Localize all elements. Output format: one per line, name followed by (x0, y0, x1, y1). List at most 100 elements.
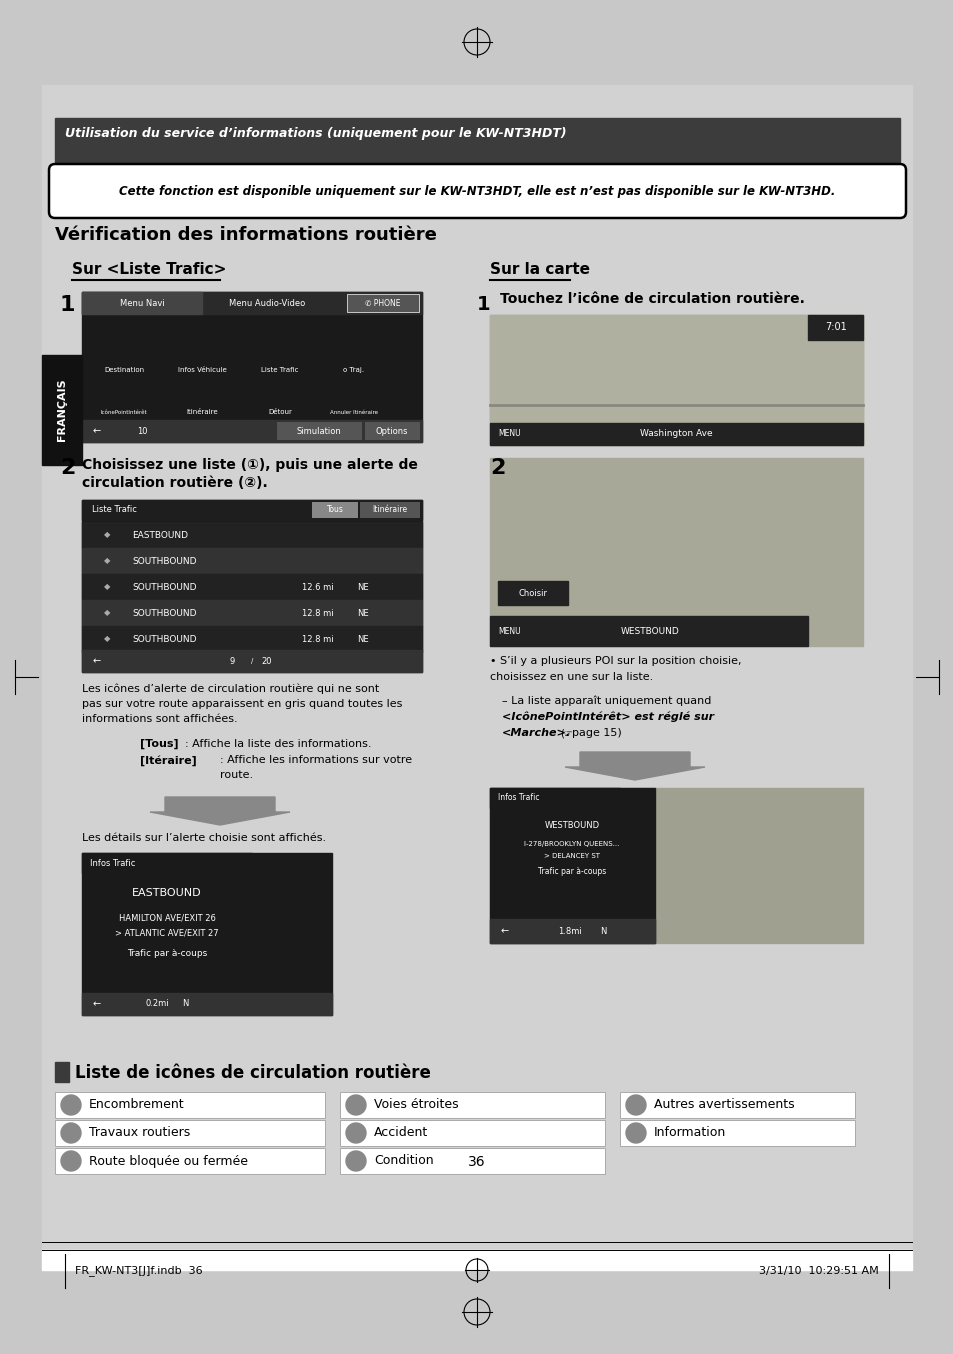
Text: Infos Trafic: Infos Trafic (497, 793, 539, 803)
Text: > DELANCEY ST: > DELANCEY ST (543, 853, 599, 858)
Text: Vérification des informations routière: Vérification des informations routière (55, 226, 436, 244)
Text: Encombrement: Encombrement (89, 1098, 185, 1112)
Bar (347, 294, 418, 311)
Text: WESTBOUND: WESTBOUND (544, 822, 598, 830)
Text: 1: 1 (60, 295, 75, 315)
Text: Simulation: Simulation (296, 427, 341, 436)
Text: <IcônePointIntérêt> est réglé sur: <IcônePointIntérêt> est réglé sur (501, 712, 714, 723)
Text: > ATLANTIC AVE/EXIT 27: > ATLANTIC AVE/EXIT 27 (115, 929, 218, 937)
Bar (82, 650, 421, 672)
Text: Options: Options (375, 427, 408, 436)
Text: Annuler Itinéraire: Annuler Itinéraire (330, 409, 377, 414)
Bar (339, 1120, 604, 1145)
Text: Liste de icônes de circulation routière: Liste de icônes de circulation routière (75, 1064, 431, 1082)
Text: ←: ← (92, 427, 101, 436)
Text: Route bloquée ou fermée: Route bloquée ou fermée (89, 1155, 248, 1167)
Text: 10: 10 (136, 427, 147, 436)
Text: informations sont affichées.: informations sont affichées. (82, 714, 237, 724)
Text: Infos Véhicule: Infos Véhicule (177, 367, 226, 372)
Bar (42, 1250, 911, 1270)
Circle shape (61, 1122, 81, 1143)
Text: N: N (599, 926, 606, 936)
Text: IcônePointIntérêt: IcônePointIntérêt (101, 409, 147, 414)
Text: 36: 36 (468, 1155, 485, 1169)
Bar (490, 315, 862, 445)
Bar (490, 315, 862, 445)
Text: Trafic par à-coups: Trafic par à-coups (537, 868, 605, 876)
Text: EASTBOUND: EASTBOUND (132, 531, 188, 539)
Text: NE: NE (356, 635, 368, 643)
Text: ◆: ◆ (104, 582, 111, 592)
Text: ◆: ◆ (104, 556, 111, 566)
Bar (82, 853, 332, 1016)
Text: Tous: Tous (326, 505, 343, 515)
Text: N: N (182, 999, 188, 1009)
FancyBboxPatch shape (49, 164, 905, 218)
Text: Voies étroites: Voies étroites (374, 1098, 458, 1112)
Text: ◆: ◆ (104, 635, 111, 643)
Text: • S’il y a plusieurs POI sur la position choisie,: • S’il y a plusieurs POI sur la position… (490, 655, 740, 666)
Text: ✆ PHONE: ✆ PHONE (365, 298, 400, 307)
Bar (55, 1120, 325, 1145)
Text: [Itéraire]: [Itéraire] (140, 756, 196, 766)
Text: Destination: Destination (104, 367, 144, 372)
Text: 20: 20 (261, 657, 272, 666)
Bar (339, 1148, 604, 1174)
Bar (619, 1091, 854, 1118)
Text: 1.8mi: 1.8mi (558, 926, 581, 936)
Text: Liste Trafic: Liste Trafic (261, 367, 298, 372)
Text: EASTBOUND: EASTBOUND (132, 888, 202, 898)
Bar (276, 422, 361, 440)
Text: : Affiche les informations sur votre: : Affiche les informations sur votre (220, 756, 412, 765)
Text: ◆: ◆ (104, 608, 111, 617)
Text: Autres avertissements: Autres avertissements (654, 1098, 794, 1112)
Bar (82, 523, 421, 548)
Polygon shape (564, 751, 704, 780)
Text: Les détails sur l’alerte choisie sont affichés.: Les détails sur l’alerte choisie sont af… (82, 833, 326, 844)
Text: 3/31/10  10:29:51 AM: 3/31/10 10:29:51 AM (759, 1266, 878, 1275)
Bar (312, 502, 357, 519)
Text: o Traj.: o Traj. (343, 367, 364, 372)
Text: FRANÇAIS: FRANÇAIS (57, 379, 67, 441)
Text: NE: NE (356, 608, 368, 617)
Bar (490, 788, 655, 942)
Bar (82, 992, 332, 1016)
Bar (82, 853, 252, 873)
Circle shape (625, 1095, 645, 1114)
Text: 12.6 mi: 12.6 mi (302, 582, 334, 592)
Bar (0, 1270, 953, 1354)
Bar (55, 118, 899, 162)
Bar (82, 548, 421, 574)
Text: 1: 1 (476, 295, 490, 314)
Text: Travaux routiers: Travaux routiers (89, 1127, 190, 1140)
Text: Choisir: Choisir (518, 589, 547, 597)
Bar (807, 315, 862, 340)
Text: /: / (251, 658, 253, 663)
Text: 0.2mi: 0.2mi (145, 999, 169, 1009)
Circle shape (346, 1122, 366, 1143)
Text: page 15): page 15) (572, 728, 621, 738)
Text: ←: ← (92, 999, 101, 1009)
Text: Cette fonction est disponible uniquement sur le KW-NT3HDT, elle est n’est pas di: Cette fonction est disponible uniquement… (119, 184, 834, 198)
Bar (82, 420, 421, 441)
Text: [Tous]: [Tous] (140, 739, 178, 749)
Text: HAMILTON AVE/EXIT 26: HAMILTON AVE/EXIT 26 (118, 914, 215, 922)
Text: I-278/BROOKLYN QUEENS...: I-278/BROOKLYN QUEENS... (524, 841, 619, 848)
Bar (911, 85, 953, 1270)
Text: Détour: Détour (268, 409, 292, 414)
Text: pas sur votre route apparaissent en gris quand toutes les: pas sur votre route apparaissent en gris… (82, 699, 402, 709)
Text: Sur la carte: Sur la carte (490, 263, 589, 278)
Text: 9: 9 (229, 657, 234, 666)
Bar (82, 600, 421, 626)
Text: NE: NE (356, 582, 368, 592)
Bar (490, 616, 807, 646)
Text: 2: 2 (490, 458, 505, 478)
Bar (55, 1148, 325, 1174)
Text: ←: ← (92, 655, 101, 666)
Bar (82, 574, 421, 600)
Text: Itinéraire: Itinéraire (186, 409, 217, 414)
Bar (490, 458, 862, 646)
Text: Sur <Liste Trafic>: Sur <Liste Trafic> (71, 263, 226, 278)
Text: SOUTHBOUND: SOUTHBOUND (132, 635, 196, 643)
Text: MENU: MENU (497, 429, 520, 439)
